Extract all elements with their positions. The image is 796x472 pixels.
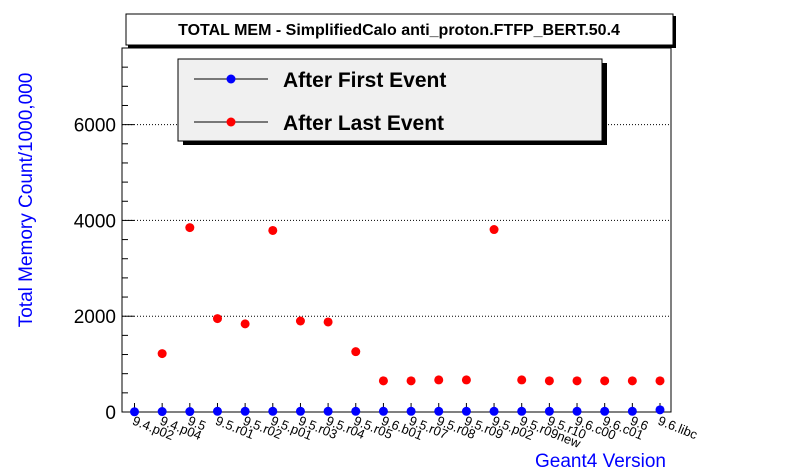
data-point-series-0 [461, 406, 471, 416]
legend-label: After Last Event [283, 112, 444, 135]
data-point-series-0 [185, 407, 195, 417]
data-point-series-1 [461, 375, 471, 385]
data-point-series-0 [378, 406, 388, 416]
data-point-series-1 [600, 376, 610, 386]
data-point-series-1 [517, 375, 527, 385]
y-axis-ticks: 0 2000 4000 6000 [74, 47, 134, 424]
data-point-series-0 [572, 406, 582, 416]
data-point-series-1 [323, 317, 333, 327]
data-point-series-0 [517, 406, 527, 416]
data-point-series-0 [157, 407, 167, 417]
plot-frame [121, 47, 672, 413]
data-point-series-1 [572, 376, 582, 386]
grid-lines [122, 124, 671, 317]
data-point-series-0 [600, 406, 610, 416]
title-box: TOTAL MEM - SimplifiedCalo anti_proton.F… [125, 13, 676, 48]
chart-title: TOTAL MEM - SimplifiedCalo anti_proton.F… [178, 22, 620, 39]
y-tick-label: 6000 [74, 116, 116, 137]
data-point-series-0 [268, 406, 278, 416]
data-point-series-1 [378, 376, 388, 386]
data-point-series-1 [157, 349, 167, 359]
y-axis-label: Total Memory Count/1000,000 [16, 73, 37, 328]
data-point-series-1 [295, 316, 305, 326]
data-point-series-1 [185, 223, 195, 233]
data-point-series-1 [434, 375, 444, 385]
data-point-series-1 [212, 314, 222, 324]
data-point-series-1 [240, 319, 250, 329]
data-point-series-0 [627, 406, 637, 416]
y-tick-label: 0 [105, 403, 116, 424]
data-points [130, 223, 665, 417]
x-axis-label: Geant4 Version [535, 451, 666, 472]
y-tick-label: 4000 [74, 211, 116, 232]
data-point-series-1 [655, 376, 665, 386]
y-tick-label: 2000 [74, 307, 116, 328]
x-tick-label: 9.5 [186, 413, 208, 434]
data-point-series-0 [655, 405, 665, 415]
legend-marker [226, 117, 236, 127]
data-point-series-1 [351, 347, 361, 357]
data-point-series-0 [544, 406, 554, 416]
x-tick-label: 9.6.libc [656, 413, 700, 443]
data-point-series-0 [212, 406, 222, 416]
data-point-series-0 [240, 406, 250, 416]
x-tick-label: 9.6 [628, 413, 650, 434]
data-point-series-1 [627, 376, 637, 386]
data-point-series-0 [295, 406, 305, 416]
legend: After First Event After Last Event [177, 58, 607, 145]
legend-label: After First Event [283, 69, 446, 92]
data-point-series-1 [544, 376, 554, 386]
data-point-series-0 [323, 406, 333, 416]
data-point-series-0 [406, 406, 416, 416]
data-point-series-0 [130, 407, 139, 417]
data-point-series-0 [434, 406, 444, 416]
data-point-series-1 [406, 376, 416, 386]
data-point-series-0 [351, 406, 361, 416]
data-point-series-1 [489, 225, 499, 235]
legend-marker [226, 74, 236, 84]
data-point-series-0 [489, 406, 499, 416]
data-point-series-1 [268, 225, 278, 235]
